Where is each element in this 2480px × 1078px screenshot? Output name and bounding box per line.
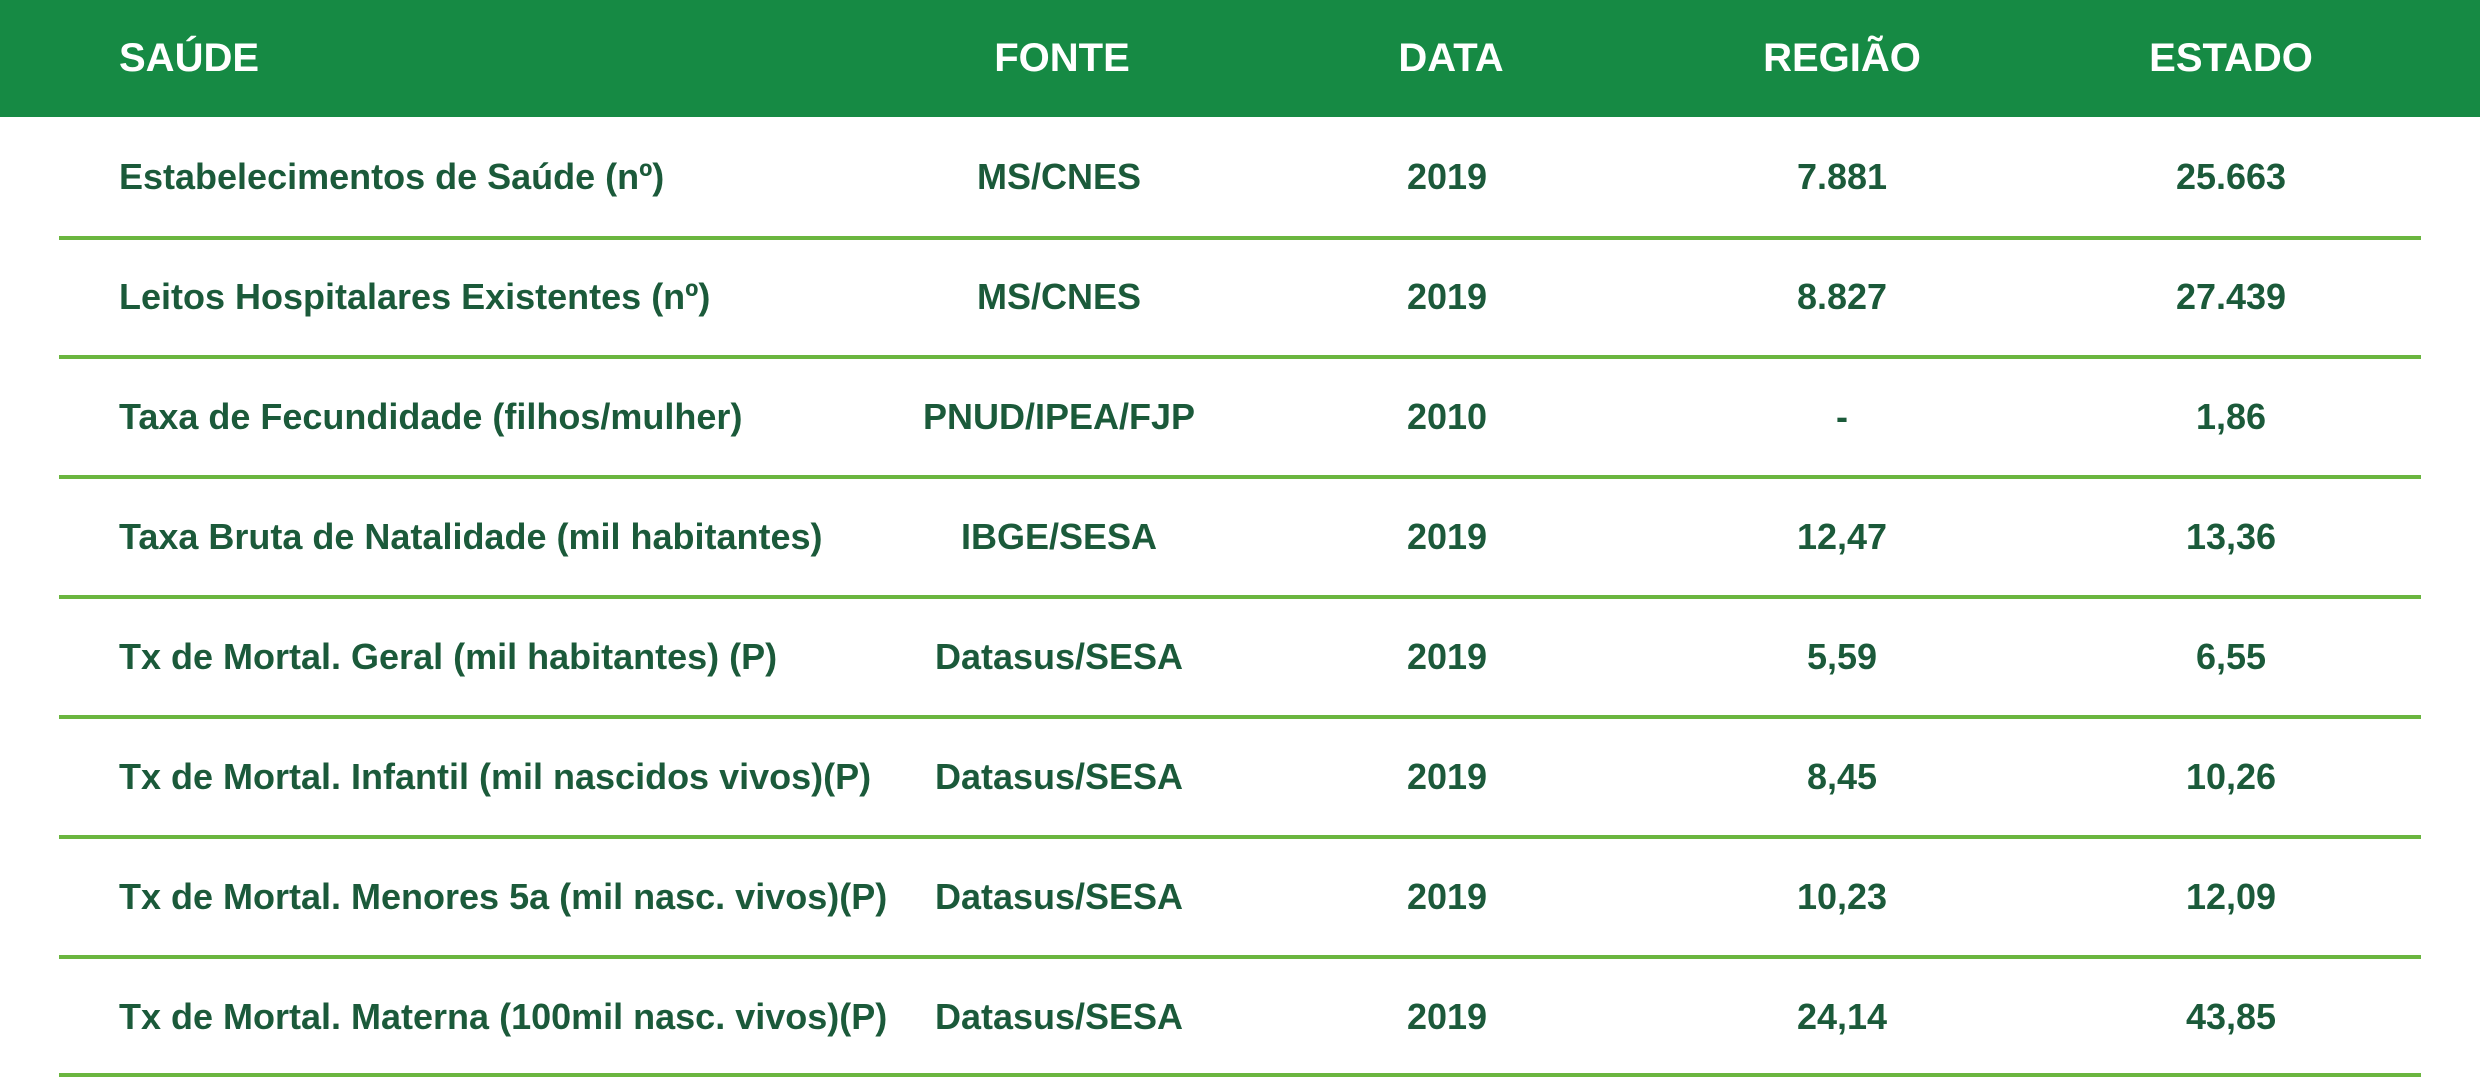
row-label: Tx de Mortal. Infantil (mil nascidos viv… [119, 756, 872, 797]
row-estado: 13,36 [2185, 516, 2277, 557]
header-regiao: REGIÃO [1763, 36, 1921, 80]
row-regiao: 5,59 [1806, 636, 1878, 677]
row-label: Tx de Mortal. Geral (mil habitantes) (P) [119, 636, 778, 677]
row-estado: 10,26 [2185, 756, 2277, 797]
row-fonte: Datasus/SESA [934, 996, 1184, 1037]
row-fonte: Datasus/SESA [934, 636, 1184, 677]
table-row: Tx de Mortal. Infantil (mil nascidos viv… [0, 717, 2480, 837]
row-data: 2019 [1406, 156, 1488, 197]
row-divider [59, 715, 2421, 719]
table-row: Taxa Bruta de Natalidade (mil habitantes… [0, 477, 2480, 597]
row-divider [59, 355, 2421, 359]
row-estado: 12,09 [2185, 876, 2277, 917]
table-header: SAÚDE FONTE DATA REGIÃO ESTADO [0, 0, 2480, 117]
row-data: 2019 [1406, 876, 1488, 917]
row-regiao: 10,23 [1796, 876, 1888, 917]
header-estado: ESTADO [2149, 36, 2313, 80]
table-row: Estabelecimentos de Saúde (nº) MS/CNES 2… [0, 117, 2480, 237]
row-divider [59, 236, 2421, 240]
table-row: Leitos Hospitalares Existentes (nº) MS/C… [0, 237, 2480, 357]
row-fonte: Datasus/SESA [934, 876, 1184, 917]
row-estado: 6,55 [2195, 636, 2267, 677]
row-fonte: PNUD/IPEA/FJP [922, 396, 1196, 437]
row-divider [59, 1073, 2421, 1077]
row-divider [59, 475, 2421, 479]
row-label: Taxa Bruta de Natalidade (mil habitantes… [119, 516, 823, 557]
table-row: Taxa de Fecundidade (filhos/mulher) PNUD… [0, 357, 2480, 477]
row-label: Tx de Mortal. Menores 5a (mil nasc. vivo… [119, 876, 888, 917]
row-fonte: MS/CNES [976, 156, 1142, 197]
header-saude: SAÚDE [119, 36, 260, 80]
row-label: Estabelecimentos de Saúde (nº) [119, 156, 665, 197]
row-divider [59, 955, 2421, 959]
table-row: Tx de Mortal. Menores 5a (mil nasc. vivo… [0, 837, 2480, 957]
row-data: 2019 [1406, 756, 1488, 797]
header-data: DATA [1398, 36, 1504, 80]
row-data: 2019 [1406, 276, 1488, 317]
row-estado: 25.663 [2175, 156, 2287, 197]
row-regiao: 8,45 [1806, 756, 1878, 797]
row-regiao: 24,14 [1796, 996, 1888, 1037]
row-regiao: 8.827 [1796, 276, 1888, 317]
table-row: Tx de Mortal. Materna (100mil nasc. vivo… [0, 957, 2480, 1077]
row-fonte: Datasus/SESA [934, 756, 1184, 797]
table-row: Tx de Mortal. Geral (mil habitantes) (P)… [0, 597, 2480, 717]
row-label: Taxa de Fecundidade (filhos/mulher) [119, 396, 743, 437]
header-fonte: FONTE [994, 36, 1130, 80]
row-label: Leitos Hospitalares Existentes (nº) [119, 276, 711, 317]
row-estado: 43,85 [2185, 996, 2277, 1037]
row-regiao: 7.881 [1796, 156, 1888, 197]
row-fonte: MS/CNES [976, 276, 1142, 317]
row-label: Tx de Mortal. Materna (100mil nasc. vivo… [119, 996, 888, 1037]
row-regiao: 12,47 [1796, 516, 1888, 557]
row-divider [59, 595, 2421, 599]
row-estado: 1,86 [2195, 396, 2267, 437]
row-divider [59, 835, 2421, 839]
row-fonte: IBGE/SESA [960, 516, 1158, 557]
row-regiao: - [1836, 396, 1848, 437]
row-data: 2010 [1406, 396, 1488, 437]
row-data: 2019 [1406, 636, 1488, 677]
row-data: 2019 [1406, 516, 1488, 557]
row-data: 2019 [1406, 996, 1488, 1037]
row-estado: 27.439 [2175, 276, 2287, 317]
